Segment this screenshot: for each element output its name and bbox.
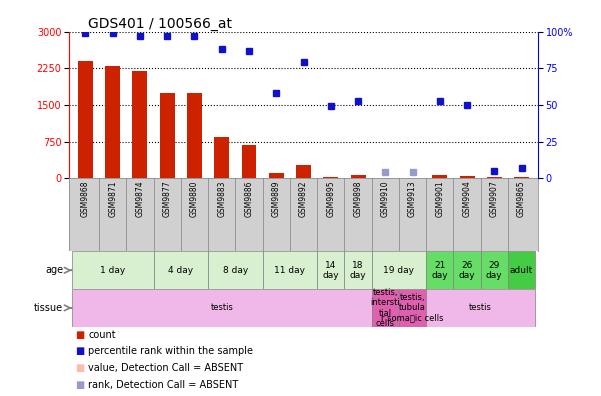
Text: testis,
intersti
tial
cells: testis, intersti tial cells	[370, 288, 400, 328]
Text: GSM9865: GSM9865	[517, 181, 526, 217]
Text: testis: testis	[210, 303, 233, 312]
Text: GSM9874: GSM9874	[135, 181, 144, 217]
Bar	[269, 173, 284, 178]
Text: age: age	[45, 265, 63, 275]
Bar	[214, 137, 229, 178]
Bar	[296, 165, 311, 178]
Text: ■: ■	[75, 363, 84, 373]
Text: GSM9901: GSM9901	[435, 181, 444, 217]
Text: GSM9907: GSM9907	[490, 181, 499, 217]
Text: GSM9877: GSM9877	[163, 181, 172, 217]
Text: ■: ■	[75, 346, 84, 356]
Text: 4 day: 4 day	[168, 266, 194, 275]
Text: rank, Detection Call = ABSENT: rank, Detection Call = ABSENT	[88, 379, 239, 390]
Text: GSM9910: GSM9910	[381, 181, 390, 217]
Bar	[132, 71, 147, 178]
Bar	[487, 177, 502, 178]
Text: GSM9886: GSM9886	[245, 181, 254, 217]
Text: 8 day: 8 day	[223, 266, 248, 275]
Bar	[105, 66, 120, 178]
Text: tissue: tissue	[34, 303, 63, 313]
Bar	[453, 251, 481, 289]
Bar	[72, 251, 154, 289]
Text: GSM9880: GSM9880	[190, 181, 199, 217]
Bar	[432, 175, 447, 178]
Text: GSM9868: GSM9868	[81, 181, 90, 217]
Bar	[371, 289, 399, 327]
Bar	[154, 251, 208, 289]
Text: count: count	[88, 329, 116, 340]
Text: GSM9883: GSM9883	[217, 181, 226, 217]
Text: GSM9871: GSM9871	[108, 181, 117, 217]
Text: GSM9904: GSM9904	[463, 181, 472, 217]
Text: GSM9898: GSM9898	[353, 181, 362, 217]
Bar	[508, 251, 535, 289]
Bar	[208, 251, 263, 289]
Text: 11 day: 11 day	[275, 266, 305, 275]
Bar	[242, 145, 257, 178]
Text: testis,
tubula
r soma	ic cells: testis, tubula r soma ic cells	[381, 293, 444, 323]
Text: GDS401 / 100566_at: GDS401 / 100566_at	[88, 17, 232, 30]
Bar	[317, 251, 344, 289]
Bar	[371, 251, 426, 289]
Text: 14
day: 14 day	[323, 261, 339, 280]
Text: ■: ■	[75, 379, 84, 390]
Bar	[187, 93, 202, 178]
Bar	[72, 289, 371, 327]
Bar	[426, 251, 453, 289]
Text: 1 day: 1 day	[100, 266, 126, 275]
Bar	[344, 251, 371, 289]
Text: adult: adult	[510, 266, 533, 275]
Text: GSM9895: GSM9895	[326, 181, 335, 217]
Bar	[460, 176, 475, 178]
Text: 19 day: 19 day	[383, 266, 415, 275]
Bar	[514, 177, 529, 178]
Text: 18
day: 18 day	[350, 261, 367, 280]
Text: ■: ■	[75, 329, 84, 340]
Text: GSM9892: GSM9892	[299, 181, 308, 217]
Bar	[160, 93, 175, 178]
Text: percentile rank within the sample: percentile rank within the sample	[88, 346, 254, 356]
Text: 26
day: 26 day	[459, 261, 475, 280]
Text: value, Detection Call = ABSENT: value, Detection Call = ABSENT	[88, 363, 243, 373]
Bar	[350, 175, 365, 178]
Bar	[426, 289, 535, 327]
Text: 29
day: 29 day	[486, 261, 502, 280]
Text: testis: testis	[469, 303, 492, 312]
Bar	[263, 251, 317, 289]
Bar	[399, 289, 426, 327]
Bar	[323, 177, 338, 178]
Text: GSM9913: GSM9913	[408, 181, 417, 217]
Text: 21
day: 21 day	[432, 261, 448, 280]
Bar	[481, 251, 508, 289]
Bar	[78, 61, 93, 178]
Text: GSM9889: GSM9889	[272, 181, 281, 217]
